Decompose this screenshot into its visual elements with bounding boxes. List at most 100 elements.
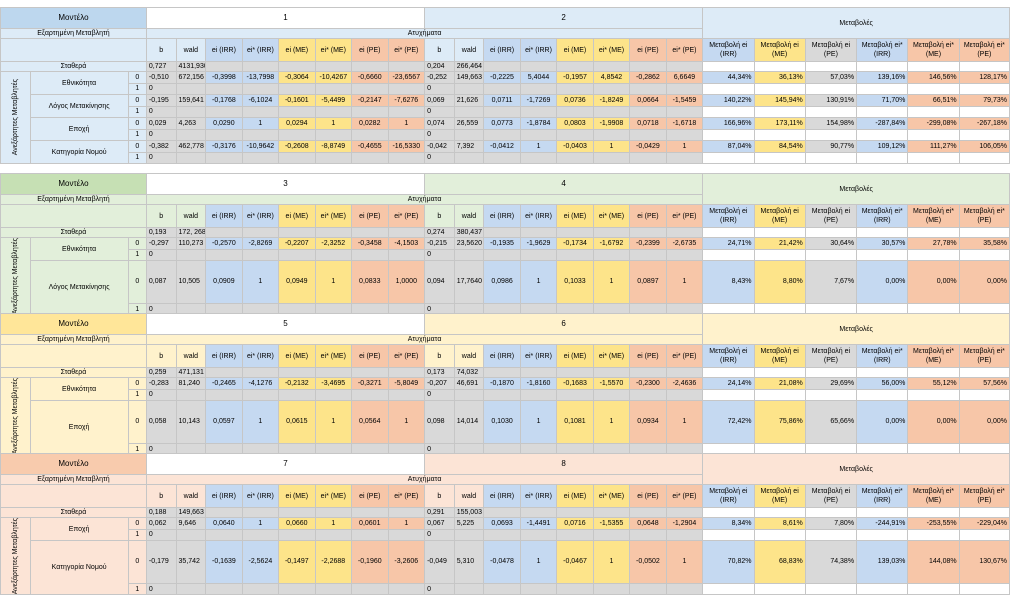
coef-cell: -0,2300 bbox=[629, 377, 667, 390]
column-header: ei* (ME) bbox=[314, 344, 353, 368]
variable-name: Κατηγορία Νομού bbox=[29, 140, 129, 164]
change-cell: 79,73% bbox=[958, 94, 1011, 107]
change-cell: 72,42% bbox=[702, 400, 755, 444]
change-cell: 111,27% bbox=[907, 140, 960, 153]
empty-cell bbox=[804, 248, 858, 261]
header-row: b wald ei (IRR) ei* (IRR) ei (ME) ei* (ME) ei … bbox=[0, 204, 1011, 228]
column-header: ei* (ME) bbox=[592, 484, 631, 508]
coef-cell: 0,1033 bbox=[556, 260, 594, 304]
empty-cell bbox=[665, 227, 704, 238]
column-header: ei* (ME) bbox=[592, 344, 631, 368]
change-header: Μεταβολή ei* (IRR) bbox=[856, 344, 909, 368]
empty-cell bbox=[907, 507, 960, 518]
empty-cell bbox=[278, 507, 316, 518]
coef-cell: 0 bbox=[424, 151, 455, 164]
coef-cell: 0,0986 bbox=[483, 260, 521, 304]
empty-cell bbox=[205, 82, 243, 95]
variable-row: Εποχή 0 0,029 4,263 0,0290 1 0,0294 1 0,0282 1 0,0… bbox=[1, 117, 1011, 141]
empty-cell bbox=[753, 248, 806, 261]
column-header: ei (IRR) bbox=[483, 38, 521, 62]
empty-cell bbox=[629, 61, 667, 72]
changes-title: Μεταβολές bbox=[702, 313, 1010, 345]
coef-cell: -5,8049 bbox=[387, 377, 426, 390]
column-header: wald bbox=[453, 484, 485, 508]
empty-cell bbox=[453, 582, 485, 595]
independent-variables-label: Ανεξάρτητες Μεταβλητές bbox=[0, 236, 31, 316]
empty-cell bbox=[856, 528, 909, 541]
empty-cell bbox=[314, 128, 353, 141]
empty-cell bbox=[205, 61, 243, 72]
empty-cell bbox=[175, 582, 207, 595]
coef-cell: -1,8160 bbox=[519, 377, 558, 390]
category-code: 0 bbox=[127, 94, 147, 107]
empty-cell bbox=[702, 61, 755, 72]
empty-cell bbox=[483, 582, 521, 595]
empty-cell bbox=[665, 151, 704, 164]
constant-row: Σταθερά 0,727 4131,930 0,204 266,464 bbox=[0, 61, 1011, 72]
column-header: b bbox=[145, 38, 177, 62]
change-header: Μεταβολή ei* (IRR) bbox=[856, 484, 909, 508]
coef-cell: -4,1276 bbox=[241, 377, 280, 390]
coef-cell: 1 bbox=[592, 260, 631, 304]
column-header: ei* (IRR) bbox=[519, 204, 558, 228]
empty-cell bbox=[556, 388, 594, 401]
category-code: 1 bbox=[127, 302, 147, 316]
constant-value: 0,173 bbox=[424, 367, 455, 378]
empty-cell bbox=[592, 302, 631, 316]
coef-cell: -0,2465 bbox=[205, 377, 243, 390]
coef-cell: -1,4491 bbox=[519, 517, 558, 530]
change-cell: 8,43% bbox=[702, 260, 755, 304]
empty-cell bbox=[351, 105, 389, 118]
constant-value: 471,131 bbox=[175, 367, 207, 378]
column-header: ei (PE) bbox=[351, 344, 389, 368]
empty-cell bbox=[483, 128, 521, 141]
model-number-left: 5 bbox=[145, 313, 426, 335]
category-code: 1 bbox=[127, 248, 147, 261]
category-code: 1 bbox=[127, 82, 147, 95]
dependent-value: Ατυχήματα bbox=[145, 334, 704, 345]
variable-row: Ανεξάρτητες Μεταβλητές Εποχή 0 0,062 9,646 0,… bbox=[0, 516, 1011, 595]
change-header: Μεταβολή ei* (PE) bbox=[958, 484, 1011, 508]
change-cell: 71,70% bbox=[856, 94, 909, 107]
coef-cell: 0 bbox=[145, 105, 177, 118]
change-header: Μεταβολή ei (IRR) bbox=[702, 484, 755, 508]
empty-cell bbox=[556, 151, 594, 164]
empty-cell bbox=[753, 105, 806, 118]
coef-cell: 1,0000 bbox=[387, 260, 426, 304]
coef-cell: 1 bbox=[387, 117, 426, 130]
empty-cell bbox=[387, 507, 426, 518]
coef-cell: -8,8749 bbox=[314, 140, 353, 153]
empty-cell bbox=[804, 227, 858, 238]
coef-cell: -0,2132 bbox=[278, 377, 316, 390]
change-cell: 56,00% bbox=[856, 377, 909, 390]
empty-cell bbox=[804, 128, 858, 141]
coef-cell: -0,2225 bbox=[483, 71, 521, 84]
empty-cell bbox=[702, 105, 755, 118]
column-header: wald bbox=[175, 204, 207, 228]
column-header: b bbox=[424, 204, 455, 228]
empty-cell bbox=[519, 248, 558, 261]
coef-cell: -0,1957 bbox=[556, 71, 594, 84]
coef-cell: 1 bbox=[592, 540, 631, 584]
empty-cell bbox=[804, 105, 858, 118]
column-header: b bbox=[145, 484, 177, 508]
empty-cell bbox=[665, 248, 704, 261]
change-header: Μεταβολή ei (IRR) bbox=[702, 204, 755, 228]
empty-cell bbox=[629, 151, 667, 164]
constant-value: 0,188 bbox=[145, 507, 177, 518]
empty-cell bbox=[665, 388, 704, 401]
change-header: Μεταβολή ei (ME) bbox=[753, 204, 806, 228]
coef-cell: -0,195 bbox=[145, 94, 177, 107]
empty-cell bbox=[556, 507, 594, 518]
column-header: ei (PE) bbox=[629, 38, 667, 62]
coef-cell: -13,7998 bbox=[241, 71, 280, 84]
column-header: b bbox=[424, 484, 455, 508]
change-header: Μεταβολή ei (PE) bbox=[804, 344, 858, 368]
empty-cell bbox=[629, 582, 667, 595]
empty-cell bbox=[387, 528, 426, 541]
model-number-right: 8 bbox=[424, 453, 704, 475]
column-header: b bbox=[424, 344, 455, 368]
change-cell: 24,71% bbox=[702, 237, 755, 250]
empty-cell bbox=[753, 227, 806, 238]
coef-cell: -0,1497 bbox=[278, 540, 316, 584]
